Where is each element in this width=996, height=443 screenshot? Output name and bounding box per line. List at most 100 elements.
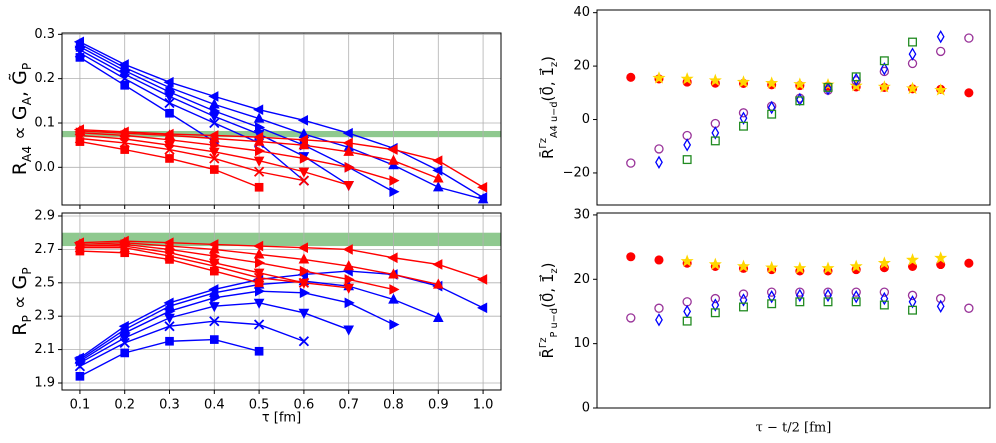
- marker: [823, 297, 833, 307]
- marker: [936, 299, 945, 314]
- marker: [165, 305, 176, 317]
- y-tick-label: 2.7: [34, 242, 55, 257]
- marker: [120, 248, 130, 258]
- marker: [906, 253, 920, 266]
- marker: [432, 155, 443, 166]
- marker: [342, 137, 353, 149]
- marker: [254, 278, 264, 288]
- marker: [793, 77, 807, 90]
- marker: [343, 283, 355, 294]
- marker: [208, 147, 220, 158]
- marker: [654, 303, 664, 313]
- marker: [164, 141, 175, 152]
- marker: [75, 53, 85, 62]
- marker: [344, 297, 355, 309]
- marker: [253, 135, 265, 146]
- marker: [879, 287, 890, 297]
- marker: [824, 288, 832, 303]
- x-axis-label: τ − t/2 [fm]: [756, 421, 832, 436]
- marker: [766, 287, 777, 297]
- y-axis-label: RP ∝ GP: [9, 267, 34, 336]
- marker: [208, 91, 219, 102]
- x-tick-label: 0.2: [114, 398, 135, 413]
- series-line: [79, 290, 394, 362]
- marker: [342, 244, 353, 255]
- marker: [255, 257, 266, 269]
- marker: [767, 100, 776, 115]
- y-axis-label: RA4 ∝ GA, G̃P: [8, 62, 33, 175]
- marker: [851, 72, 861, 82]
- marker: [299, 265, 310, 277]
- series-line: [79, 240, 484, 281]
- marker: [711, 126, 720, 140]
- y-tick-label: 0.0: [34, 160, 55, 175]
- marker: [739, 302, 748, 312]
- marker: [793, 261, 807, 274]
- marker: [964, 88, 974, 98]
- marker: [908, 47, 917, 61]
- plot-frame: [61, 212, 502, 391]
- marker: [253, 268, 265, 279]
- marker: [298, 277, 310, 288]
- y-tick-label: 2.1: [34, 342, 55, 357]
- x-tick-label: 0.1: [70, 398, 91, 413]
- series-line: [79, 247, 304, 284]
- marker: [389, 284, 400, 295]
- x-tick-label: 0.6: [294, 398, 315, 413]
- y-tick-label: 0: [582, 401, 590, 416]
- reference-band: [62, 130, 501, 138]
- marker: [165, 108, 174, 118]
- marker: [388, 154, 399, 165]
- marker: [908, 295, 917, 309]
- x-tick-label: 0.7: [338, 398, 359, 413]
- marker: [388, 293, 399, 304]
- marker: [432, 172, 444, 183]
- y-tick-label: 2.5: [34, 275, 55, 290]
- series-line: [79, 270, 484, 359]
- marker: [343, 180, 355, 192]
- marker: [344, 161, 355, 173]
- y-tick-label: 0: [582, 112, 590, 127]
- panel: 1.9 2.1 2.3 2.5 2.7 2.9 0.1 0.2 0.3 0.4 0.5 0.6 0.7 0…: [9, 209, 502, 426]
- marker: [164, 92, 175, 103]
- marker: [682, 316, 692, 326]
- y-tick-label: 0.3: [34, 27, 55, 42]
- marker: [934, 83, 948, 96]
- marker: [254, 346, 264, 356]
- marker: [710, 136, 720, 146]
- marker: [344, 274, 355, 285]
- marker: [879, 300, 889, 310]
- marker: [387, 144, 398, 155]
- marker: [652, 71, 666, 84]
- marker: [964, 303, 974, 313]
- y-tick-label: 30: [573, 207, 590, 222]
- x-tick-label: 0.4: [204, 398, 225, 413]
- marker: [209, 165, 219, 174]
- marker: [209, 316, 220, 327]
- panel: −20 0 20 40 R̄ΓzA4 u−d(0⃗, 1⃗z): [538, 5, 991, 206]
- marker: [208, 302, 220, 313]
- marker: [935, 46, 946, 57]
- marker: [387, 252, 398, 264]
- marker: [851, 297, 861, 307]
- marker: [388, 268, 399, 279]
- marker: [907, 290, 918, 301]
- marker: [708, 73, 722, 87]
- marker: [935, 293, 946, 304]
- marker: [767, 299, 777, 309]
- marker: [164, 144, 175, 155]
- marker: [120, 145, 130, 154]
- marker: [626, 158, 636, 168]
- marker: [823, 287, 833, 297]
- marker: [75, 137, 85, 146]
- marker: [253, 156, 265, 167]
- series-line: [79, 46, 394, 193]
- marker: [120, 348, 130, 358]
- marker: [75, 371, 85, 381]
- marker: [477, 274, 488, 285]
- x-axis-label: τ [fm]: [262, 411, 301, 426]
- marker: [164, 313, 175, 324]
- y-tick-label: 0.1: [34, 115, 55, 130]
- marker: [210, 250, 221, 262]
- marker: [298, 139, 310, 150]
